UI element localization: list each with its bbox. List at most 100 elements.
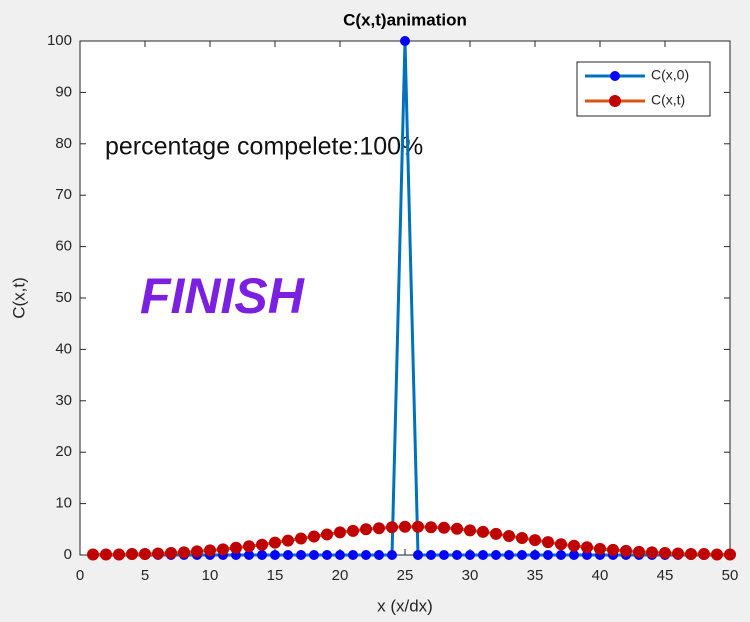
marker (139, 547, 151, 560)
marker (347, 524, 359, 537)
x-tick-label: 20 (332, 567, 349, 584)
marker (477, 525, 489, 538)
marker (413, 550, 423, 560)
marker (569, 550, 579, 560)
chart-title: C(x,t)animation (343, 10, 467, 29)
marker (399, 520, 411, 533)
marker (698, 547, 710, 560)
marker (503, 529, 515, 542)
marker (516, 532, 528, 545)
y-tick-label: 50 (55, 289, 72, 306)
y-tick-label: 10 (55, 495, 72, 512)
marker (373, 522, 385, 535)
marker (465, 550, 475, 560)
marker (309, 550, 319, 560)
marker (217, 543, 229, 556)
marker (282, 534, 294, 547)
marker (426, 550, 436, 560)
legend-marker (610, 71, 620, 81)
marker (269, 536, 281, 549)
marker (542, 536, 554, 549)
marker (270, 550, 280, 560)
marker (594, 542, 606, 555)
x-tick-label: 5 (141, 567, 149, 584)
y-tick-label: 70 (55, 186, 72, 203)
marker (412, 520, 424, 533)
marker (256, 538, 268, 551)
marker (361, 550, 371, 560)
y-axis-label: C(x,t) (9, 277, 28, 319)
marker (659, 546, 671, 559)
marker (530, 550, 540, 560)
marker (113, 548, 125, 561)
marker (439, 550, 449, 560)
marker (711, 548, 723, 561)
marker (230, 541, 242, 554)
marker (257, 550, 267, 560)
marker (438, 521, 450, 534)
marker (672, 547, 684, 560)
x-tick-label: 0 (76, 567, 84, 584)
plot-area (79, 40, 731, 556)
marker (308, 530, 320, 543)
annotation: percentage compelete:100% (105, 133, 423, 161)
marker (607, 543, 619, 556)
y-tick-label: 20 (55, 443, 72, 460)
marker (165, 546, 177, 559)
marker (243, 540, 255, 553)
marker (204, 544, 216, 557)
marker (452, 550, 462, 560)
marker (295, 532, 307, 545)
y-tick-label: 40 (55, 340, 72, 357)
marker (478, 550, 488, 560)
legend-label: C(x,t) (651, 92, 685, 108)
marker (581, 541, 593, 554)
marker (555, 538, 567, 551)
marker (335, 550, 345, 560)
x-tick-label: 10 (202, 567, 219, 584)
y-tick-label: 90 (55, 83, 72, 100)
x-tick-label: 35 (527, 567, 544, 584)
marker (296, 550, 306, 560)
marker (451, 522, 463, 535)
marker (504, 550, 514, 560)
marker (568, 539, 580, 552)
marker (283, 550, 293, 560)
marker (386, 521, 398, 534)
y-tick-label: 30 (55, 392, 72, 409)
marker (400, 36, 410, 46)
marker (425, 521, 437, 534)
marker (322, 550, 332, 560)
marker (87, 548, 99, 561)
x-tick-label: 25 (397, 567, 414, 584)
marker (517, 550, 527, 560)
marker (360, 523, 372, 536)
marker (178, 546, 190, 559)
legend-box (576, 61, 711, 117)
x-tick-label: 30 (462, 567, 479, 584)
x-tick-label: 15 (267, 567, 284, 584)
marker (152, 547, 164, 560)
marker (543, 550, 553, 560)
marker (490, 527, 502, 540)
y-tick-label: 0 (64, 546, 72, 563)
x-tick-label: 40 (592, 567, 609, 584)
marker (191, 545, 203, 558)
x-tick-label: 45 (657, 567, 674, 584)
marker (491, 550, 501, 560)
marker (529, 534, 541, 547)
marker (620, 544, 632, 557)
marker (724, 548, 736, 561)
x-tick-label: 50 (722, 567, 739, 584)
marker (633, 545, 645, 558)
marker (387, 550, 397, 560)
marker (374, 550, 384, 560)
marker (685, 547, 697, 560)
marker (556, 550, 566, 560)
marker (334, 526, 346, 539)
legend-label: C(x,0) (651, 67, 689, 83)
marker (321, 528, 333, 541)
marker (646, 546, 658, 559)
